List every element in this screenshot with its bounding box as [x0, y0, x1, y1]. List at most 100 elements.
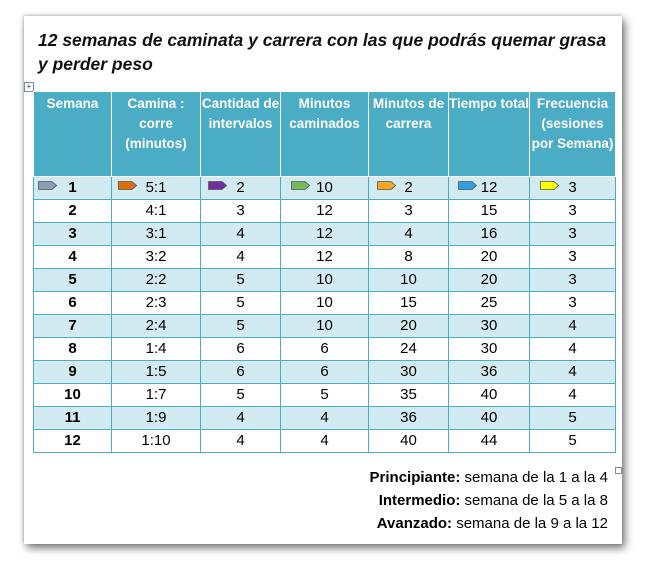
table-cell: 10 [280, 291, 369, 315]
cell-content: 10 [281, 177, 368, 199]
table-cell: 5 [529, 406, 616, 430]
cell-content: 3 [369, 200, 448, 222]
cell-text: 12 [480, 179, 498, 196]
table-move-handle-icon[interactable]: + [24, 82, 34, 92]
cell-text: 3 [568, 225, 577, 242]
cell-content: 12 [34, 430, 111, 452]
cell-text: 10 [64, 386, 81, 403]
cell-text: 2 [68, 202, 77, 219]
header-cell: Tiempo total [448, 91, 530, 177]
cell-content: 16 [449, 223, 529, 245]
table-cell: 3 [200, 199, 281, 223]
cell-content: 4 [281, 430, 368, 452]
table-cell: 24 [368, 337, 449, 361]
table-cell: 40 [448, 383, 530, 407]
table-cell: 6 [200, 360, 281, 384]
cell-text: 12 [316, 248, 333, 265]
cell-content: 4 [530, 338, 615, 360]
cell-content: 3:2 [112, 246, 200, 268]
table-cell: 8 [368, 245, 449, 269]
week-cell: 11 [33, 406, 112, 430]
header-cell: Frecuencia (sesiones por Semana) [529, 91, 616, 177]
cell-content: 15 [369, 292, 448, 314]
cell-content: 4 [201, 246, 280, 268]
cell-content: 5 [201, 269, 280, 291]
cell-text: 4 [236, 225, 245, 242]
cell-content: 6 [34, 292, 111, 314]
cell-text: 30 [400, 363, 417, 380]
table-cell: 4 [529, 314, 616, 338]
week-cell: 10 [33, 383, 112, 407]
cell-text: 2:2 [145, 271, 167, 288]
cell-text: 8 [404, 248, 413, 265]
table-cell: 15 [448, 199, 530, 223]
cell-content: 4 [369, 223, 448, 245]
cell-content: 4 [530, 361, 615, 383]
table-cell: 12 [280, 199, 369, 223]
cell-text: 3 [236, 202, 245, 219]
cell-text: 1:9 [145, 409, 167, 426]
table-cell: 4 [200, 406, 281, 430]
table-cell: 3 [529, 176, 616, 200]
cell-text: 5 [568, 409, 577, 426]
flag-tag-icon [377, 181, 396, 190]
week-cell: 2 [33, 199, 112, 223]
table-cell: 3 [529, 268, 616, 292]
cell-text: 4:1 [145, 202, 167, 219]
cell-content: 20 [449, 269, 529, 291]
table-cell: 1:9 [111, 406, 201, 430]
table-cell: 35 [368, 383, 449, 407]
cell-content: 2 [369, 177, 448, 199]
cell-content: 3 [34, 223, 111, 245]
cell-text: 10 [400, 271, 417, 288]
table-cell: 3 [529, 199, 616, 223]
cell-content: 40 [449, 384, 529, 406]
table-cell: 3 [529, 291, 616, 315]
cell-content: 2:4 [112, 315, 200, 337]
cell-content: 5 [201, 384, 280, 406]
table-cell: 4 [200, 245, 281, 269]
cell-text: 5 [236, 271, 245, 288]
table-cell: 2 [200, 176, 281, 200]
cell-text: 6 [320, 363, 329, 380]
table-row: 3 3:1 4 12 4 16 3 [33, 222, 616, 246]
table-cell: 4 [280, 429, 369, 453]
cell-text: 16 [480, 225, 498, 242]
cell-content: 20 [369, 315, 448, 337]
cell-text: 3 [568, 248, 577, 265]
cell-content: 8 [34, 338, 111, 360]
cell-text: 15 [400, 294, 417, 311]
cell-content: 3 [530, 177, 615, 199]
table-resize-handle[interactable] [615, 467, 622, 474]
cell-text: 9 [68, 363, 77, 380]
table-cell: 3 [529, 222, 616, 246]
cell-text: 3 [404, 202, 413, 219]
table-cell: 12 [280, 245, 369, 269]
table-cell: 1:7 [111, 383, 201, 407]
cell-text: 6 [68, 294, 77, 311]
table-cell: 40 [448, 406, 530, 430]
legend-line: Intermedio: semana de la 5 a la 8 [370, 489, 608, 512]
cell-content: 4 [201, 430, 280, 452]
flag-tag-icon [291, 181, 310, 190]
cell-content: 3 [530, 269, 615, 291]
table-header-row: Semana Camina : corre (minutos) Cantidad… [33, 91, 616, 177]
cell-content: 3 [530, 292, 615, 314]
table-cell: 15 [368, 291, 449, 315]
cell-text: 25 [480, 294, 498, 311]
cell-text: 20 [400, 317, 417, 334]
table-cell: 2:4 [111, 314, 201, 338]
cell-text: 1:4 [145, 340, 167, 357]
cell-text: 30 [480, 317, 498, 334]
cell-text: 4 [404, 225, 413, 242]
cell-text: 2:3 [145, 294, 167, 311]
cell-text: 5 [236, 317, 245, 334]
table-cell: 4 [529, 337, 616, 361]
table-cell: 4 [200, 222, 281, 246]
table-cell: 1:5 [111, 360, 201, 384]
cell-text: 4 [568, 317, 577, 334]
cell-text: 12 [316, 225, 333, 242]
cell-content: 1 [34, 177, 111, 199]
legend-range: semana de la 5 a la 8 [460, 492, 608, 509]
cell-text: 36 [400, 409, 417, 426]
